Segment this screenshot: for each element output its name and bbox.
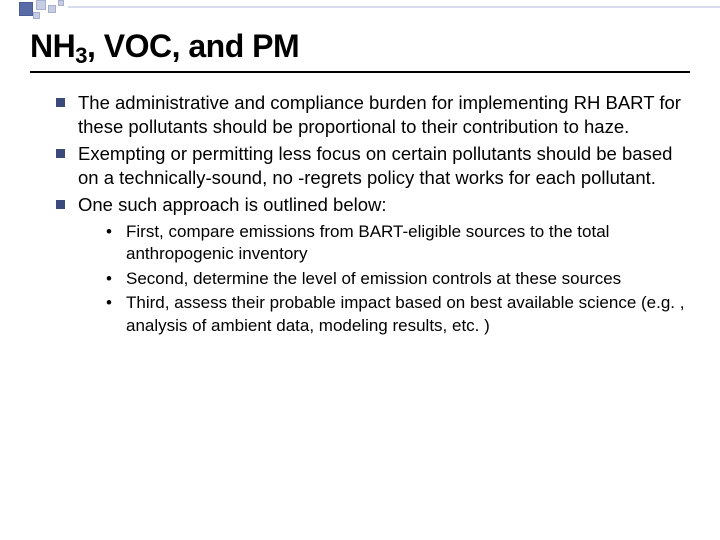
sub-bullet-text: First, compare emissions from BART-eligi… <box>126 222 609 263</box>
corner-decoration <box>0 0 720 22</box>
sub-bullet-text: Second, determine the level of emission … <box>126 269 621 288</box>
title-sub: 3 <box>75 43 87 68</box>
decor-square <box>33 12 40 19</box>
slide-title: NH3, VOC, and PM <box>30 28 690 73</box>
sub-list-item: Third, assess their probable impact base… <box>106 292 690 337</box>
decor-square <box>58 0 64 6</box>
title-post: , VOC, and PM <box>87 28 299 64</box>
slide-content: NH3, VOC, and PM The administrative and … <box>0 0 720 337</box>
sub-list-item: Second, determine the level of emission … <box>106 268 690 290</box>
list-item: Exempting or permitting less focus on ce… <box>56 142 690 191</box>
sub-list-item: First, compare emissions from BART-eligi… <box>106 221 690 266</box>
list-item: The administrative and compliance burden… <box>56 91 690 140</box>
decor-square <box>36 0 46 10</box>
main-bullet-list: The administrative and compliance burden… <box>30 91 690 337</box>
decor-square <box>19 2 33 16</box>
bullet-text: The administrative and compliance burden… <box>78 92 681 137</box>
list-item: One such approach is outlined below: Fir… <box>56 193 690 338</box>
decor-line <box>68 6 720 8</box>
title-pre: NH <box>30 28 75 64</box>
bullet-text: Exempting or permitting less focus on ce… <box>78 143 672 188</box>
sub-bullet-text: Third, assess their probable impact base… <box>126 293 684 334</box>
bullet-text: One such approach is outlined below: <box>78 194 387 215</box>
sub-bullet-list: First, compare emissions from BART-eligi… <box>78 221 690 337</box>
decor-square <box>48 5 56 13</box>
